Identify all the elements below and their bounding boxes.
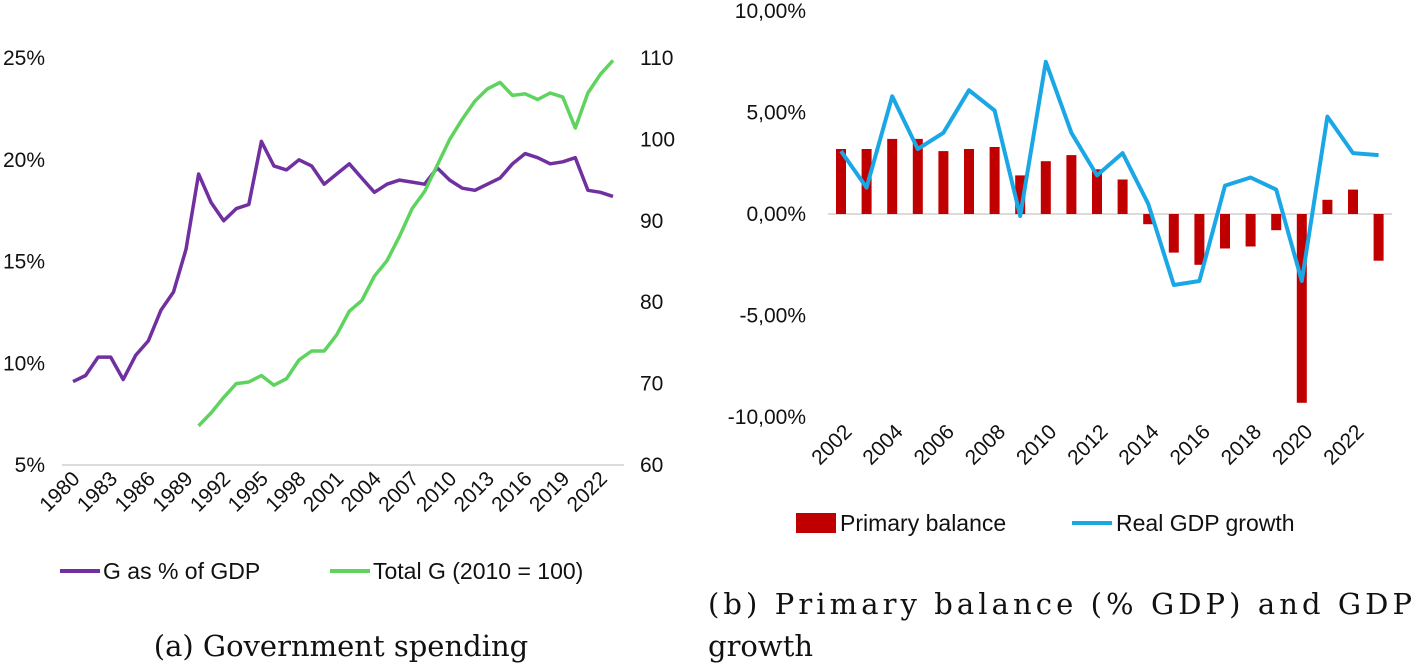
- y-tick-left-15: 15%: [3, 251, 45, 274]
- chart-a: 5% 10% 15% 20% 25% 60 70 80 90 100 110 1980198319…: [3, 47, 675, 663]
- caption-b-line2: growth: [708, 629, 813, 663]
- bar-primary-balance-2007: [964, 149, 974, 214]
- x-tick-1986: 1986: [111, 467, 160, 516]
- x-tick-1983: 1983: [73, 467, 122, 516]
- chart-b: -10,00%-5,00%0,00%5,00%10,00% 2002 2004 20…: [708, 0, 1412, 663]
- x-tick-2018: 2018: [1217, 420, 1266, 469]
- y-tick-right-100: 100: [640, 128, 675, 151]
- bar-primary-balance-2014: [1143, 214, 1154, 225]
- y-tick-10-00: -10,00%: [728, 406, 806, 429]
- bar-primary-balance-2004: [887, 138, 898, 214]
- y-tick-0-00: 0,00%: [746, 203, 806, 226]
- bar-primary-balance-2023: [1373, 214, 1384, 261]
- x-tick-2010: 2010: [1012, 420, 1061, 469]
- chart-a-legend: G as % of GDP Total G (2010 = 100): [60, 558, 583, 584]
- series-line-real-gdp-growth: [839, 59, 1379, 287]
- y-tick-right-60: 60: [640, 454, 663, 477]
- x-tick-2016: 2016: [1166, 420, 1215, 469]
- x-tick-2004: 2004: [337, 467, 387, 517]
- x-tick-2022: 2022: [1319, 420, 1368, 469]
- chart-b-legend: Primary balance Real GDP growth: [796, 510, 1295, 536]
- x-tick-2004: 2004: [858, 420, 908, 470]
- bar-primary-balance-2012: [1092, 169, 1102, 214]
- y-tick-5-00: -5,00%: [739, 305, 806, 328]
- x-tick-2010: 2010: [412, 467, 461, 516]
- bar-primary-balance-2006: [938, 151, 949, 214]
- bar-primary-balance-2002: [836, 149, 846, 214]
- legend-label-g-pct-gdp: G as % of GDP: [103, 558, 260, 584]
- x-tick-1998: 1998: [261, 467, 310, 516]
- x-tick-2014: 2014: [1114, 420, 1164, 470]
- chart-b-y-ticks: -10,00% -5,00% 0,00% 5,00% 10,00%: [728, 0, 806, 429]
- series-line-total-g-2010-100: [197, 59, 615, 428]
- bar-primary-balance-2019: [1271, 214, 1282, 231]
- caption-b-line1: (b) Primary balance (% GDP) and GDP: [708, 587, 1412, 621]
- chart-a-series: [72, 59, 615, 428]
- x-tick-1989: 1989: [148, 467, 197, 516]
- x-tick-2007: 2007: [374, 467, 423, 516]
- y-tick-10-00: 10,00%: [735, 0, 806, 23]
- bar-primary-balance-2018: [1245, 214, 1256, 247]
- x-tick-2001: 2001: [299, 467, 348, 516]
- x-tick-1992: 1992: [186, 467, 235, 516]
- x-tick-2008: 2008: [961, 420, 1010, 469]
- x-tick-2016: 2016: [487, 467, 536, 516]
- caption-a: (a) Government spending: [154, 629, 528, 663]
- y-tick-left-10: 10%: [3, 352, 45, 375]
- x-tick-2012: 2012: [1063, 420, 1112, 469]
- bar-primary-balance-2010: [1040, 161, 1051, 214]
- bar-primary-balance-2008: [989, 147, 1000, 214]
- bar-primary-balance-2021: [1322, 199, 1333, 214]
- legend-swatch-primary-balance: [796, 513, 836, 533]
- y-tick-left-20: 20%: [3, 149, 45, 172]
- chart-a-x-ticks: 1980198319861989199219951998200120042007…: [35, 467, 612, 517]
- bar-primary-balance-2005: [912, 138, 923, 214]
- bar-primary-balance-2013: [1117, 179, 1128, 214]
- legend-label-total-g: Total G (2010 = 100): [373, 558, 583, 584]
- y-tick-left-5: 5%: [15, 454, 45, 477]
- y-tick-right-70: 70: [640, 373, 663, 396]
- bar-primary-balance-2017: [1220, 214, 1230, 249]
- bar-primary-balance-2015: [1168, 214, 1179, 253]
- chart-a-y-ticks-right: 60 70 80 90 100 110: [640, 47, 675, 477]
- bar-primary-balance-2011: [1066, 155, 1077, 214]
- x-tick-2022: 2022: [563, 467, 612, 516]
- legend-label-primary-balance: Primary balance: [840, 510, 1006, 536]
- x-tick-2002: 2002: [807, 420, 856, 469]
- y-tick-right-80: 80: [640, 291, 663, 314]
- y-tick-right-90: 90: [640, 210, 663, 233]
- bar-primary-balance-2009: [1015, 175, 1026, 214]
- legend-label-real-gdp-growth: Real GDP growth: [1116, 510, 1295, 536]
- chart-b-bars: [836, 138, 1384, 403]
- bar-primary-balance-2020: [1296, 214, 1307, 403]
- chart-a-y-ticks-left: 5% 10% 15% 20% 25%: [3, 47, 45, 477]
- chart-b-x-ticks: 2002 2004 2006 2008 2010 2012 2014 2016 2018 2020…: [807, 420, 1368, 470]
- chart-b-line: [839, 59, 1379, 287]
- x-tick-2013: 2013: [450, 467, 499, 516]
- bar-primary-balance-2016: [1194, 214, 1205, 265]
- y-tick-right-110: 110: [640, 47, 673, 70]
- y-tick-left-25: 25%: [3, 47, 45, 70]
- bar-primary-balance-2022: [1348, 189, 1358, 214]
- series-line-g-as-of-gdp: [72, 139, 614, 384]
- x-tick-1995: 1995: [224, 467, 273, 516]
- x-tick-2019: 2019: [525, 467, 574, 516]
- y-tick-5-00: 5,00%: [746, 102, 806, 125]
- x-tick-2006: 2006: [910, 420, 959, 469]
- x-tick-2020: 2020: [1268, 420, 1317, 469]
